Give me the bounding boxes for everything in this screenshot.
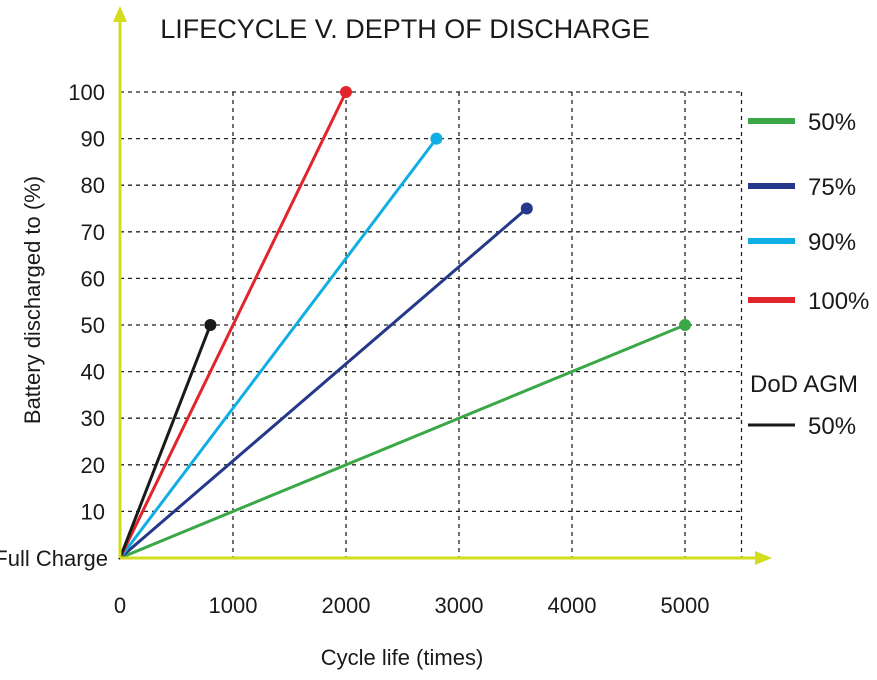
y-tick-label: 20	[81, 453, 105, 478]
series-end-marker-3	[340, 86, 352, 98]
x-tick-label: 2000	[322, 593, 371, 618]
legend-label: 100%	[808, 288, 869, 315]
x-tick-label: 1000	[209, 593, 258, 618]
y-tick-label: 30	[81, 406, 105, 431]
x-axis-arrow	[755, 551, 772, 565]
series-end-marker-0	[679, 319, 691, 331]
x-tick-label: 0	[114, 593, 126, 618]
series-line-0	[118, 323, 687, 560]
series-line-2	[118, 137, 438, 560]
x-tick-label: 3000	[435, 593, 484, 618]
y-tick-label: 10	[81, 499, 105, 524]
legend: 50% 75% 90% 100% DoD AGM 50%	[748, 109, 869, 440]
series-end-marker-4	[204, 319, 217, 331]
y-tick-label: 40	[81, 360, 105, 385]
y-tick-label: 70	[81, 220, 105, 245]
y-axis-arrow	[113, 6, 127, 22]
y-tick-label: 50	[81, 313, 105, 338]
legend-group-heading: DoD AGM	[750, 371, 858, 398]
y-tick-label: 90	[81, 127, 105, 152]
y-tick-label: 60	[81, 266, 105, 291]
series-end-marker-2	[430, 132, 443, 145]
axis-layer	[113, 6, 772, 565]
series-line-3	[118, 90, 348, 560]
chart-title: LIFECYCLE V. DEPTH OF DISCHARGE	[160, 14, 650, 44]
y-axis-label: Battery discharged to (%)	[20, 176, 45, 424]
legend-label: 90%	[808, 229, 856, 256]
y-tick-label: 100	[68, 80, 105, 105]
legend-label: 50%	[808, 109, 856, 136]
y-tick-label: 80	[81, 173, 105, 198]
x-axis-label: Cycle life (times)	[321, 645, 484, 670]
x-tick-label: 5000	[661, 593, 710, 618]
series-line-1	[118, 207, 529, 560]
x-tick-label: 4000	[548, 593, 597, 618]
series-end-marker-1	[520, 202, 533, 215]
series-layer	[118, 86, 691, 560]
legend-label: 50%	[808, 413, 856, 440]
y-tick-label: Full Charge	[0, 546, 108, 571]
series-line-4	[118, 323, 212, 560]
legend-label: 75%	[808, 174, 856, 201]
